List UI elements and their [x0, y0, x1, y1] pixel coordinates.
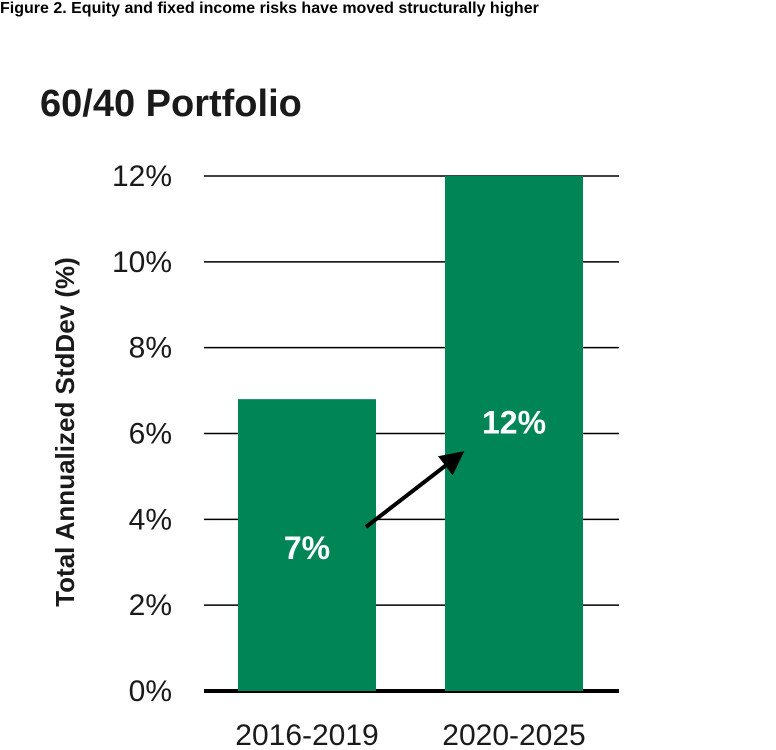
y-tick-label: 8%: [129, 332, 172, 365]
y-tick-label: 0%: [129, 675, 172, 708]
label-layer: 0% 2% 4% 6% 8% 10% 12% 2016-2019 2020-2025 7% 12%: [112, 160, 586, 750]
data-label: 7%: [284, 530, 330, 566]
bar-layer: [238, 176, 583, 691]
y-tick-label: 6%: [129, 418, 172, 451]
y-tick-label: 12%: [112, 160, 172, 193]
bar: [238, 399, 376, 691]
x-tick-label: 2016-2019: [235, 719, 378, 750]
x-tick-label: 2020-2025: [442, 719, 585, 750]
y-tick-label: 2%: [129, 589, 172, 622]
y-axis-label: Total Annualized StdDev (%): [50, 257, 80, 607]
data-label: 12%: [482, 405, 546, 441]
bar: [445, 176, 583, 691]
y-tick-label: 10%: [112, 246, 172, 279]
y-tick-label: 4%: [129, 503, 172, 536]
trend-arrow: [364, 451, 465, 529]
figure-caption: Figure 2. Equity and fixed income risks …: [0, 0, 539, 17]
chart-title: 60/40 Portfolio: [40, 83, 302, 125]
